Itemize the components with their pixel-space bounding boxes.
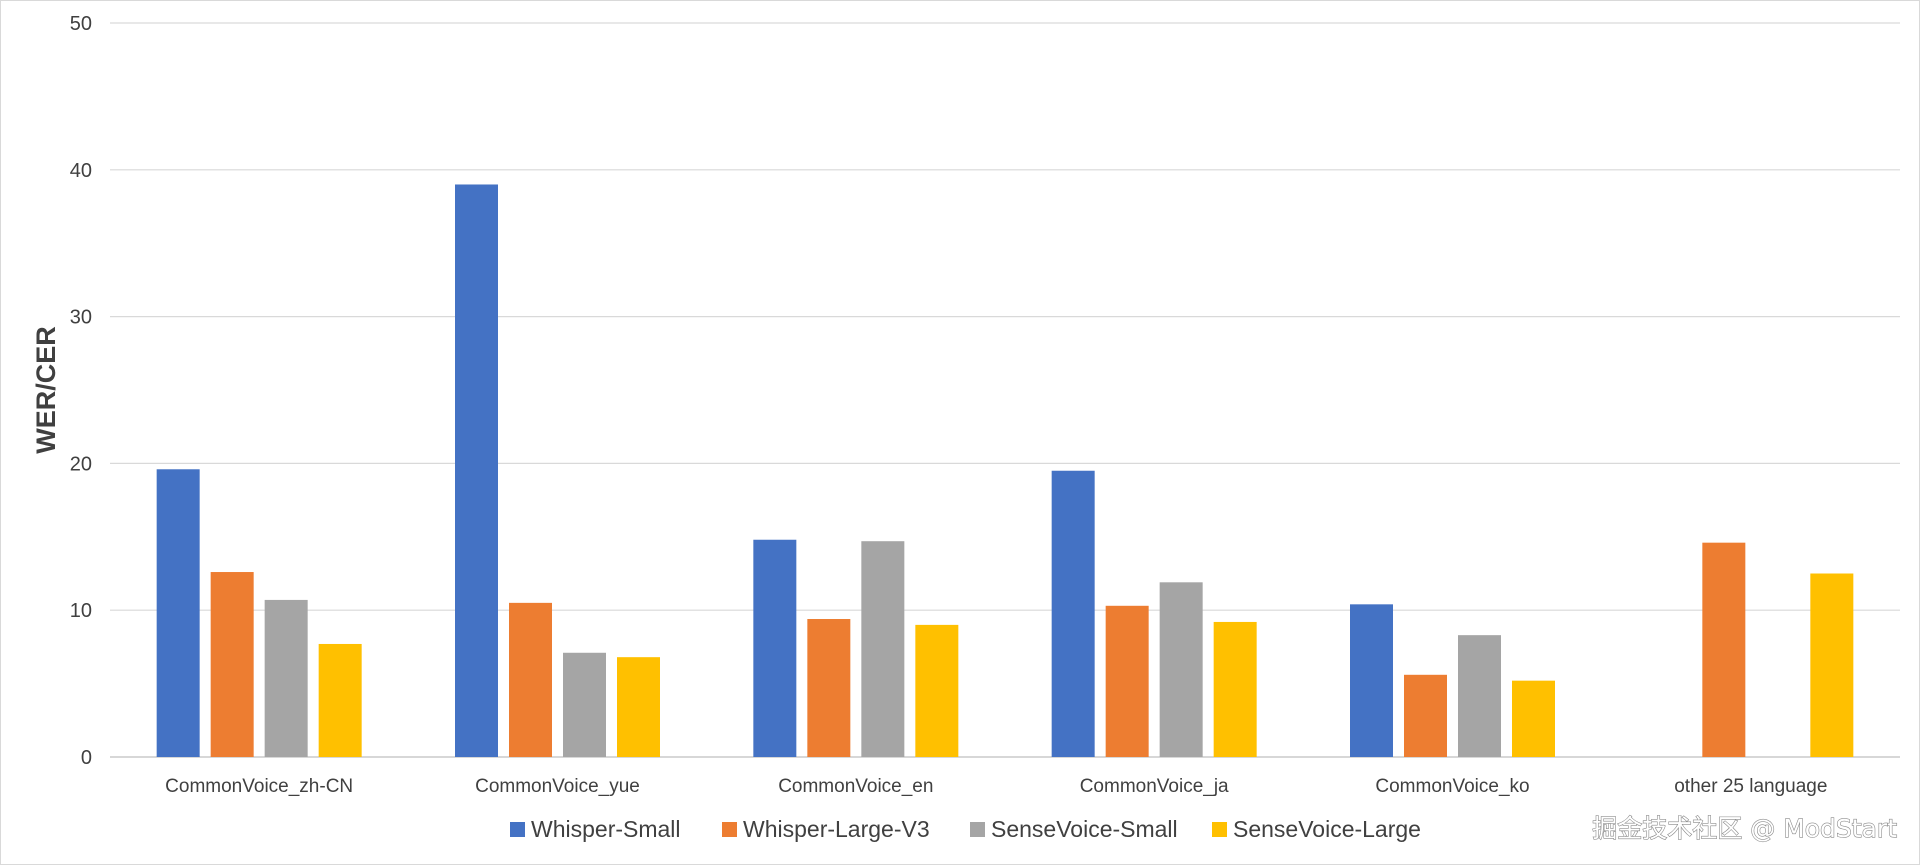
legend-swatch-whisper-large-v3 [722,822,737,837]
y-tick-label: 40 [70,160,92,182]
bar-whisper-large-v3-5 [1702,542,1746,757]
bar-sensevoice-small-0 [264,599,308,757]
x-tick-label: CommonVoice_zh-CN [165,776,353,797]
bar-whisper-small-3 [1051,470,1095,757]
y-tick-label: 50 [70,13,92,35]
bar-sensevoice-large-0 [318,643,362,757]
x-tick-label: CommonVoice_en [778,776,933,797]
legend-swatch-sensevoice-small [970,822,985,837]
x-tick-label: CommonVoice_ko [1375,776,1529,797]
bar-sensevoice-large-4 [1512,680,1555,757]
bar-whisper-large-v3-4 [1404,674,1447,757]
bar-sensevoice-large-3 [1213,621,1257,757]
bar-whisper-small-4 [1350,604,1393,757]
bar-sensevoice-small-1 [563,652,606,757]
y-tick-label: 30 [70,307,92,329]
x-tick-label: other 25 language [1674,776,1827,797]
legend-swatch-whisper-small [510,822,525,837]
y-axis-ticks: 0 10 20 30 40 50 [70,13,92,769]
bar-sensevoice-small-2 [861,541,905,757]
x-axis-categories: CommonVoice_zh-CN CommonVoice_yue CommonVo… [165,776,1827,797]
legend-swatch-sensevoice-large [1212,822,1227,837]
bar-whisper-large-v3-2 [807,619,851,757]
legend-label-sensevoice-large: SenseVoice-Large [1233,816,1421,842]
bar-whisper-large-v3-0 [210,572,254,757]
legend-label-sensevoice-small: SenseVoice-Small [991,816,1178,842]
bar-sensevoice-large-1 [617,657,660,757]
bar-sensevoice-small-4 [1458,635,1501,757]
bar-whisper-small-1 [455,184,498,758]
bar-sensevoice-large-5 [1810,573,1854,757]
y-tick-label: 0 [81,747,92,769]
bars [156,184,1854,758]
x-tick-label: CommonVoice_ja [1080,776,1229,797]
y-tick-label: 10 [70,600,92,622]
legend-label-whisper-small: Whisper-Small [531,816,681,842]
y-tick-label: 20 [70,453,92,475]
bar-whisper-small-0 [156,469,200,757]
watermark: 掘金技术社区 @ ModStart [1592,814,1897,843]
bar-sensevoice-large-2 [915,624,959,757]
legend-label-whisper-large-v3: Whisper-Large-V3 [743,816,930,842]
legend: Whisper-Small Whisper-Large-V3 SenseVoice-… [510,816,1421,842]
bar-sensevoice-small-3 [1159,582,1203,757]
gridlines [110,22,1900,758]
bar-whisper-large-v3-3 [1105,605,1149,757]
y-axis-label: WER/CER [31,326,61,454]
x-tick-label: CommonVoice_yue [475,776,640,797]
bar-whisper-large-v3-1 [509,602,552,757]
bar-whisper-small-2 [753,539,797,757]
